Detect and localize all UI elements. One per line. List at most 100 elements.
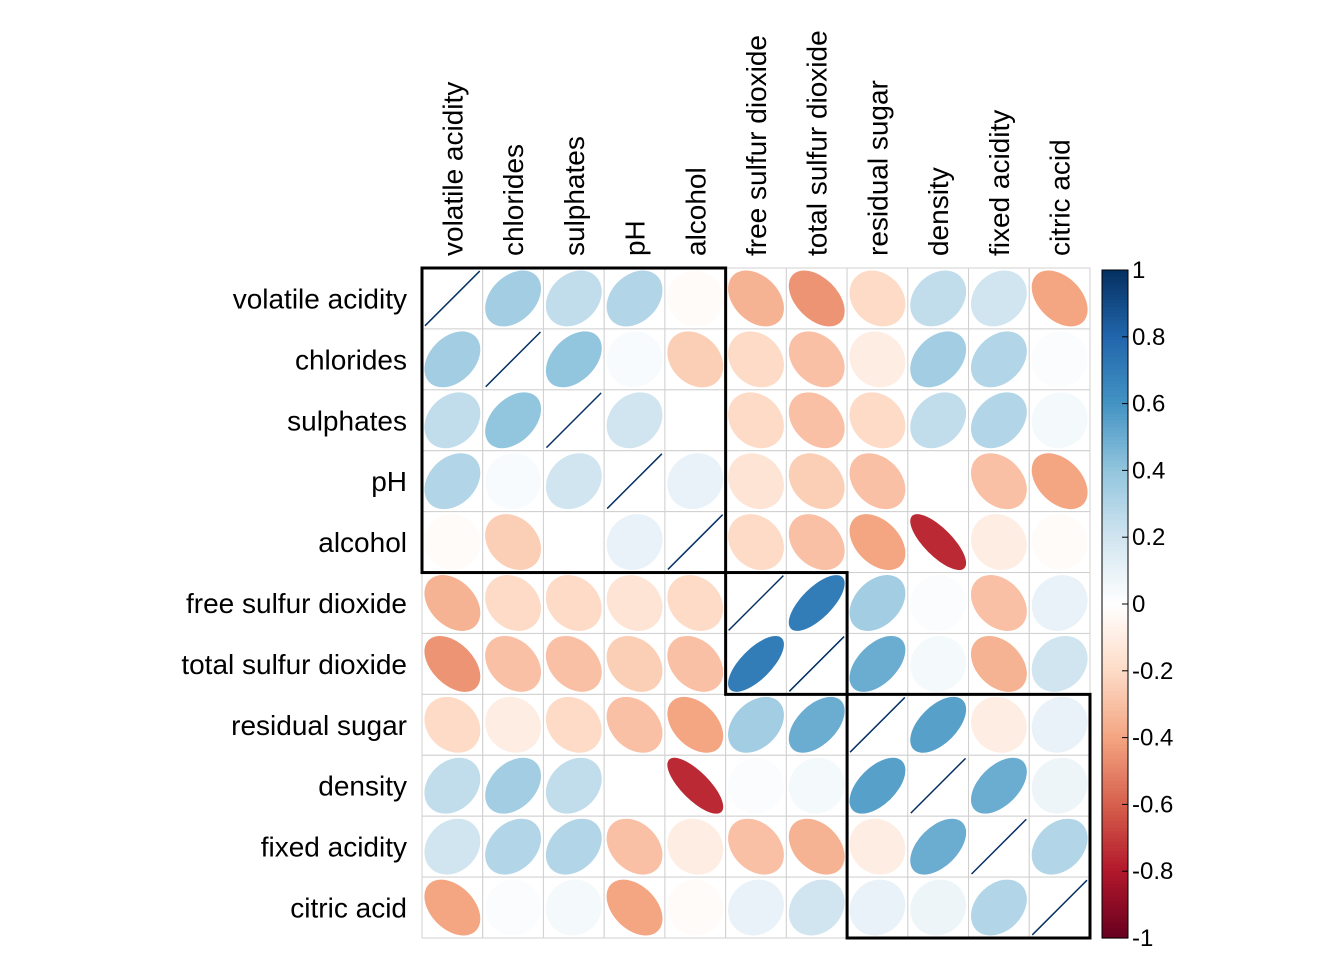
colorbar-segment [1102, 821, 1128, 826]
colorbar-segment [1102, 577, 1128, 582]
colorbar: 1 0.8 0.6 0.4 0.2 0 -0.2 -0.4 -0.6 -0.8 -1 [1101, 257, 1173, 952]
colorbar-segment [1102, 503, 1128, 508]
correlation-mark [788, 636, 845, 692]
colorbar-segment [1102, 650, 1128, 655]
colorbar-segment [1102, 927, 1128, 932]
colorbar-segment [1102, 934, 1128, 939]
colorbar-tick-label: 1 [1132, 257, 1145, 284]
colorbar-segment [1102, 493, 1128, 498]
colorbar-segment [1102, 567, 1128, 572]
colorbar-segment [1102, 760, 1128, 765]
colorbar-segment [1102, 861, 1128, 866]
colorbar-segment [1102, 734, 1128, 739]
correlation-mark [485, 696, 542, 753]
column-label: free sulfur dioxide [741, 35, 772, 256]
correlation-mark [545, 514, 602, 571]
column-label: total sulfur dioxide [802, 30, 833, 256]
colorbar-segment [1102, 340, 1128, 345]
colorbar-segment [1102, 684, 1128, 689]
colorbar-segment [1102, 690, 1128, 695]
colorbar-segment [1102, 777, 1128, 782]
correlation-mark [910, 270, 967, 327]
colorbar-segment [1102, 326, 1128, 331]
colorbar-segment [1102, 453, 1128, 458]
row-label: volatile acidity [233, 283, 407, 314]
correlation-mark [424, 696, 481, 753]
colorbar-segment [1102, 624, 1128, 628]
correlation-mark [545, 453, 602, 510]
colorbar-segment [1102, 901, 1128, 906]
colorbar-segment [1102, 617, 1128, 622]
correlation-mark [849, 757, 906, 814]
colorbar-segment [1102, 801, 1128, 805]
colorbar-segment [1102, 400, 1128, 405]
colorbar-segment [1102, 627, 1128, 632]
colorbar-segment [1102, 457, 1128, 461]
colorbar-segment [1102, 406, 1128, 411]
colorbar-segment [1102, 447, 1128, 451]
correlation-mark [728, 514, 784, 571]
colorbar-segment [1102, 396, 1128, 401]
correlation-mark [910, 575, 967, 631]
colorbar-segment [1102, 547, 1128, 552]
colorbar-segment [1102, 563, 1128, 568]
colorbar-segment [1102, 533, 1128, 538]
correlation-mark [485, 331, 541, 388]
row-labels: volatile acidity chlorides sulphates pH alco… [181, 283, 407, 923]
colorbar-segment [1102, 784, 1128, 789]
colorbar-segment [1102, 657, 1128, 662]
colorbar-segment [1102, 837, 1128, 842]
colorbar-segment [1102, 804, 1128, 809]
colorbar-segment [1102, 383, 1128, 388]
correlation-mark [970, 696, 1027, 753]
colorbar-tick-label: -1 [1132, 925, 1153, 952]
colorbar-segment [1102, 316, 1128, 321]
colorbar-tick-label: -0.4 [1132, 725, 1173, 752]
colorbar-segment [1102, 386, 1128, 391]
colorbar-segment [1102, 490, 1128, 495]
row-label: residual sugar [231, 710, 407, 741]
colorbar-segment [1102, 560, 1128, 565]
colorbar-segment [1102, 360, 1128, 365]
correlation-mark [910, 696, 967, 753]
colorbar-segment [1102, 393, 1128, 398]
colorbar-segment [1102, 674, 1128, 679]
correlation-mark [606, 270, 663, 327]
correlation-mark [910, 453, 967, 510]
correlation-mark [545, 757, 602, 814]
colorbar-segment [1102, 440, 1128, 445]
correlation-mark [424, 575, 481, 631]
colorbar-segment [1102, 677, 1128, 682]
colorbar-segment [1102, 867, 1128, 872]
correlation-mark [667, 818, 724, 875]
colorbar-segment [1102, 607, 1128, 612]
correlation-mark [424, 392, 481, 449]
correlation-mark [667, 270, 724, 327]
colorbar-segment [1102, 477, 1128, 482]
colorbar-segment [1102, 724, 1128, 729]
colorbar-segment [1102, 313, 1128, 318]
colorbar-segment [1102, 483, 1128, 488]
colorbar-segment [1102, 894, 1128, 899]
correlation-mark [545, 331, 602, 388]
colorbar-segment [1102, 413, 1128, 418]
correlation-mark [1031, 392, 1088, 449]
correlation-mark [667, 453, 724, 510]
colorbar-segment [1102, 844, 1128, 849]
colorbar-segment [1102, 847, 1128, 852]
colorbar-segment [1102, 914, 1128, 919]
correlation-mark [606, 575, 663, 631]
colorbar-segment [1102, 543, 1128, 548]
correlation-mark [970, 392, 1027, 449]
colorbar-segment [1102, 720, 1128, 725]
correlation-mark [910, 331, 967, 388]
colorbar-segment [1102, 637, 1128, 642]
column-label: sulphates [559, 136, 590, 256]
correlation-mark [1031, 879, 1088, 936]
column-label: residual sugar [862, 80, 893, 256]
colorbar-tick-label: -0.6 [1132, 791, 1173, 818]
correlation-mark [970, 453, 1027, 510]
colorbar-segment [1102, 897, 1128, 902]
correlation-mark [910, 757, 967, 814]
correlation-mark [424, 453, 481, 510]
